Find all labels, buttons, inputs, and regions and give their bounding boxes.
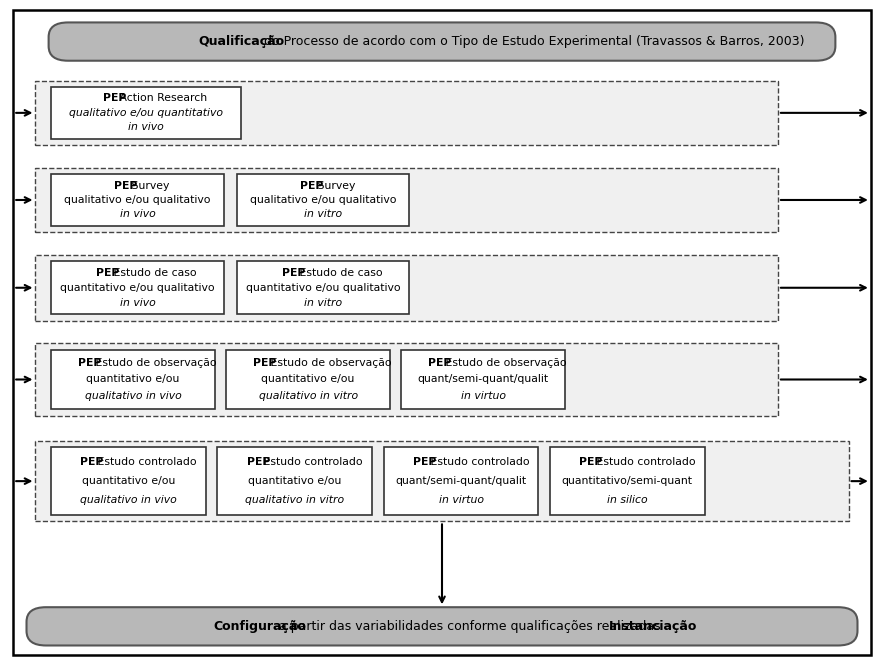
Text: quant/semi-quant/qualit: quant/semi-quant/qualit xyxy=(417,374,549,385)
Bar xyxy=(550,447,705,515)
Text: quantitativo e/ou: quantitativo e/ou xyxy=(87,374,179,385)
Text: PEP: PEP xyxy=(282,268,305,278)
Text: Estudo de observação: Estudo de observação xyxy=(442,358,567,368)
Text: Instanciação: Instanciação xyxy=(609,620,697,633)
Bar xyxy=(51,87,241,139)
Text: quantitativo/semi-quant: quantitativo/semi-quant xyxy=(561,476,693,486)
Text: in silico: in silico xyxy=(607,495,647,505)
Text: in vivo: in vivo xyxy=(119,298,156,308)
Text: qualitativo e/ou qualitativo: qualitativo e/ou qualitativo xyxy=(65,195,210,205)
Text: Action Research: Action Research xyxy=(117,94,208,104)
Bar xyxy=(384,447,538,515)
Text: PEP: PEP xyxy=(80,457,103,467)
Text: qualitativo in vivo: qualitativo in vivo xyxy=(80,495,177,505)
Text: Configuração: Configuração xyxy=(214,620,307,633)
Text: Estudo de observação: Estudo de observação xyxy=(92,358,217,368)
Bar xyxy=(51,350,215,409)
Text: quantitativo e/ou: quantitativo e/ou xyxy=(262,374,354,385)
Bar xyxy=(35,343,778,416)
Bar xyxy=(51,447,206,515)
Text: PEP: PEP xyxy=(301,181,324,191)
Text: Estudo controlado: Estudo controlado xyxy=(95,457,197,467)
Text: PEP: PEP xyxy=(428,358,452,368)
Text: qualitativo e/ou quantitativo: qualitativo e/ou quantitativo xyxy=(69,108,224,118)
Text: Survey: Survey xyxy=(314,181,355,191)
Text: in virtuo: in virtuo xyxy=(461,391,506,401)
Bar xyxy=(217,447,372,515)
Text: quantitativo e/ou qualitativo: quantitativo e/ou qualitativo xyxy=(60,282,215,293)
Text: a partir das variabilidades conforme qualificações realizadas -: a partir das variabilidades conforme qua… xyxy=(276,620,674,633)
Text: PEP: PEP xyxy=(96,268,119,278)
Text: Estudo controlado: Estudo controlado xyxy=(261,457,363,467)
Bar xyxy=(401,350,565,409)
Text: quantitativo e/ou: quantitativo e/ou xyxy=(248,476,341,486)
Text: in vitro: in vitro xyxy=(304,298,342,308)
Text: PEP: PEP xyxy=(78,358,102,368)
Text: PEP: PEP xyxy=(103,94,126,104)
Text: PEP: PEP xyxy=(115,181,138,191)
Text: Estudo de caso: Estudo de caso xyxy=(295,268,382,278)
Text: PEP: PEP xyxy=(413,457,436,467)
Text: qualitativo in vivo: qualitativo in vivo xyxy=(85,391,181,401)
Text: in vivo: in vivo xyxy=(119,209,156,219)
FancyBboxPatch shape xyxy=(49,22,835,61)
Bar xyxy=(35,81,778,145)
Bar xyxy=(51,261,224,314)
Text: PEP: PEP xyxy=(579,457,602,467)
Text: qualitativo in vitro: qualitativo in vitro xyxy=(245,495,345,505)
Text: qualitativo e/ou qualitativo: qualitativo e/ou qualitativo xyxy=(250,195,396,205)
Text: quantitativo e/ou: quantitativo e/ou xyxy=(82,476,175,486)
Text: quant/semi-quant/qualit: quant/semi-quant/qualit xyxy=(395,476,527,486)
Text: quantitativo e/ou qualitativo: quantitativo e/ou qualitativo xyxy=(246,282,400,293)
Bar xyxy=(35,168,778,232)
Bar xyxy=(51,174,224,226)
Bar xyxy=(237,174,409,226)
Text: in vivo: in vivo xyxy=(128,122,164,132)
Text: Estudo controlado: Estudo controlado xyxy=(592,457,696,467)
Text: Estudo de observação: Estudo de observação xyxy=(267,358,392,368)
Text: PEP: PEP xyxy=(253,358,277,368)
Text: do Processo de acordo com o Tipo de Estudo Experimental (Travassos & Barros, 200: do Processo de acordo com o Tipo de Estu… xyxy=(260,35,804,48)
Bar xyxy=(35,441,849,521)
Text: Survey: Survey xyxy=(128,181,170,191)
FancyBboxPatch shape xyxy=(27,607,857,645)
Text: Qualificação: Qualificação xyxy=(199,35,285,48)
Text: in vitro: in vitro xyxy=(304,209,342,219)
Text: qualitativo in vitro: qualitativo in vitro xyxy=(258,391,358,401)
Bar xyxy=(237,261,409,314)
Bar xyxy=(35,255,778,321)
Text: Estudo de caso: Estudo de caso xyxy=(110,268,196,278)
Text: Estudo controlado: Estudo controlado xyxy=(427,457,530,467)
Bar xyxy=(226,350,390,409)
Text: in virtuo: in virtuo xyxy=(438,495,484,505)
Text: PEP: PEP xyxy=(247,457,270,467)
